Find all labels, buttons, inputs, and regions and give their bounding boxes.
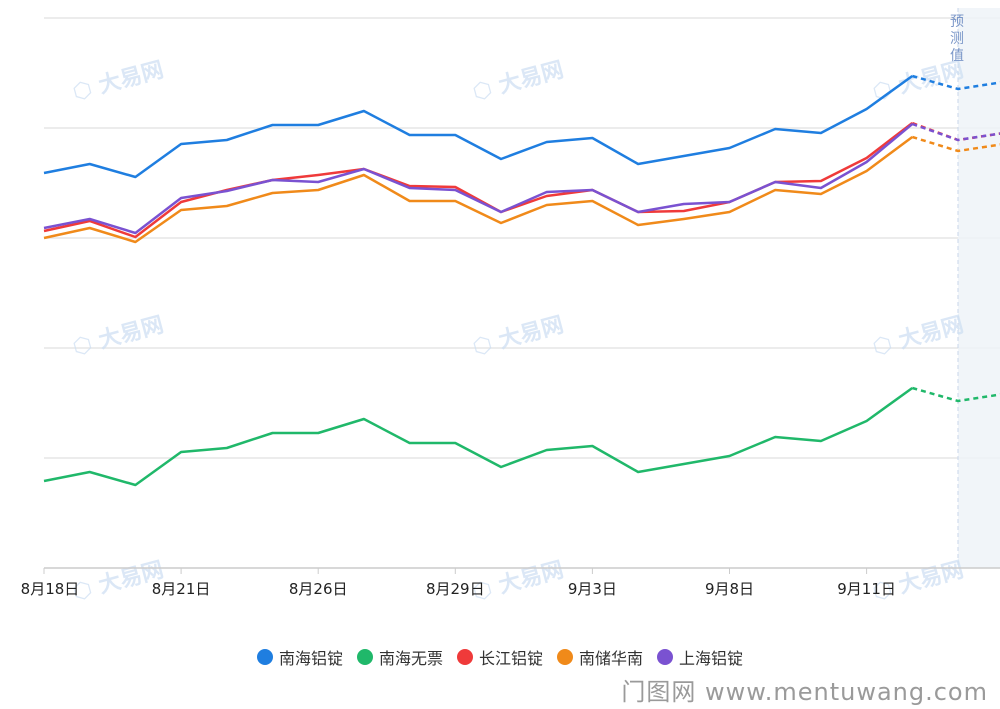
legend-dot-icon — [356, 649, 373, 665]
watermark-logo-0: ⬡ 大易网 — [70, 58, 166, 106]
forecast-region — [958, 8, 1000, 568]
legend-dot-icon — [557, 649, 573, 665]
x-tick-label-4: 9月3日 — [568, 580, 617, 598]
series-line-3 — [43, 135, 914, 244]
x-tick-label-3: 8月29日 — [426, 580, 485, 598]
x-tick-label-2: 8月26日 — [289, 580, 348, 598]
x-tick-labels: 8月18日 8月21日 8月26日 8月29日 9月3日 9月8日 9月11日 — [21, 568, 896, 598]
forecast-label: 预测值 — [950, 14, 964, 64]
legend-dot-icon — [256, 649, 273, 665]
site-watermark: 门图网 www.mentuwang.com — [621, 678, 988, 706]
legend-item-4[interactable]: 上海铝锭 — [657, 645, 743, 669]
legend-label: 长江铝锭 — [478, 649, 543, 668]
series-forecast-line-1 — [911, 386, 1000, 403]
series-layer — [43, 74, 1000, 487]
series-line-2 — [43, 122, 914, 239]
series-forecast-line-3 — [911, 135, 1000, 153]
watermark-logos: ⬡ 大易网 ⬡ 大易网 ⬡ 大易网⬡ 大易网 ⬡ 大易网 ⬡ 大易网⬡ 大易网 ⬡ 大易网… — [70, 58, 966, 606]
legend-item-1[interactable]: 南海无票 — [356, 645, 443, 669]
legend-label: 上海铝锭 — [679, 649, 744, 668]
legend: 南海铝锭 南海无票 长江铝锭 南储华南 上海铝锭 — [0, 645, 1000, 669]
x-tick-label-0: 8月18日 — [21, 580, 80, 598]
series-line-1 — [43, 386, 914, 487]
watermark-logo-4: ⬡ 大易网 — [470, 313, 566, 361]
watermark-logo-3: ⬡ 大易网 — [70, 313, 166, 361]
x-tick-label-6: 9月11日 — [837, 580, 896, 598]
legend-label: 南储华南 — [579, 649, 644, 668]
watermark-logo-1: ⬡ 大易网 — [470, 58, 566, 106]
legend-item-2[interactable]: 长江铝锭 — [456, 645, 543, 669]
legend-item-3[interactable]: 南储华南 — [557, 645, 643, 669]
legend-dot-icon — [456, 649, 473, 665]
series-line-4 — [43, 123, 914, 235]
legend-label: 南海铝锭 — [278, 649, 343, 668]
series-forecast-line-4 — [911, 122, 1000, 142]
legend-label: 南海无票 — [378, 649, 443, 668]
series-line-0 — [43, 74, 914, 179]
legend-item-0[interactable]: 南海铝锭 — [256, 645, 343, 669]
watermark-logo-5: ⬡ 大易网 — [870, 313, 966, 361]
x-tick-label-1: 8月21日 — [152, 580, 211, 598]
series-forecast-line-0 — [911, 74, 1000, 91]
x-tick-label-5: 9月8日 — [705, 580, 754, 598]
legend-dot-icon — [657, 649, 674, 665]
